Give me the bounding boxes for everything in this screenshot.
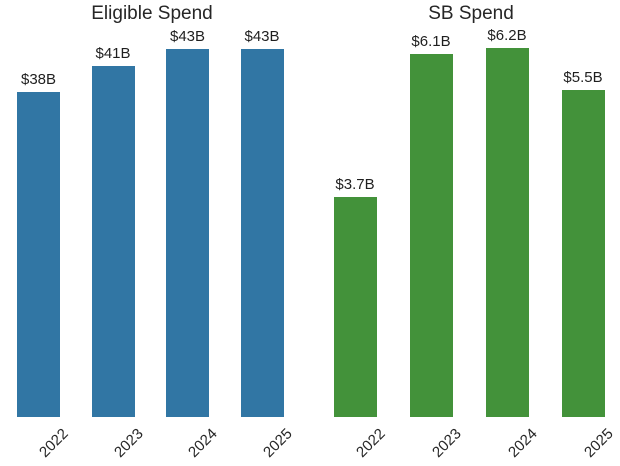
- bar-value-label: $3.7B: [335, 176, 375, 193]
- x-tick-label: 2024: [504, 425, 541, 461]
- bar: [240, 49, 284, 417]
- chart-title: SB Spend: [428, 3, 514, 24]
- bar: [485, 48, 529, 417]
- bar-value-label: $43B: [169, 28, 206, 45]
- bar: [333, 197, 377, 417]
- bar-value-label: $41B: [95, 45, 131, 62]
- chart-title: Eligible Spend: [91, 3, 213, 24]
- bar-value-label: $6.2B: [487, 27, 527, 44]
- bar: [17, 92, 60, 417]
- bar: [91, 66, 135, 417]
- bar-value-label: $38B: [20, 71, 57, 88]
- bar-value-label: $43B: [244, 28, 280, 45]
- x-tick-label: 2022: [36, 425, 72, 461]
- x-tick-label: 2024: [185, 425, 221, 461]
- x-tick-label: 2022: [352, 425, 389, 461]
- x-tick-label: 2023: [110, 425, 147, 461]
- bar-value-label: $6.1B: [411, 33, 451, 50]
- bar: [409, 54, 453, 417]
- bar: [166, 49, 209, 417]
- bar-value-label: $5.5B: [563, 69, 603, 86]
- x-tick-label: 2025: [259, 425, 296, 461]
- x-tick-label: 2023: [428, 425, 465, 461]
- bar: [561, 90, 605, 417]
- x-tick-label: 2025: [580, 425, 617, 461]
